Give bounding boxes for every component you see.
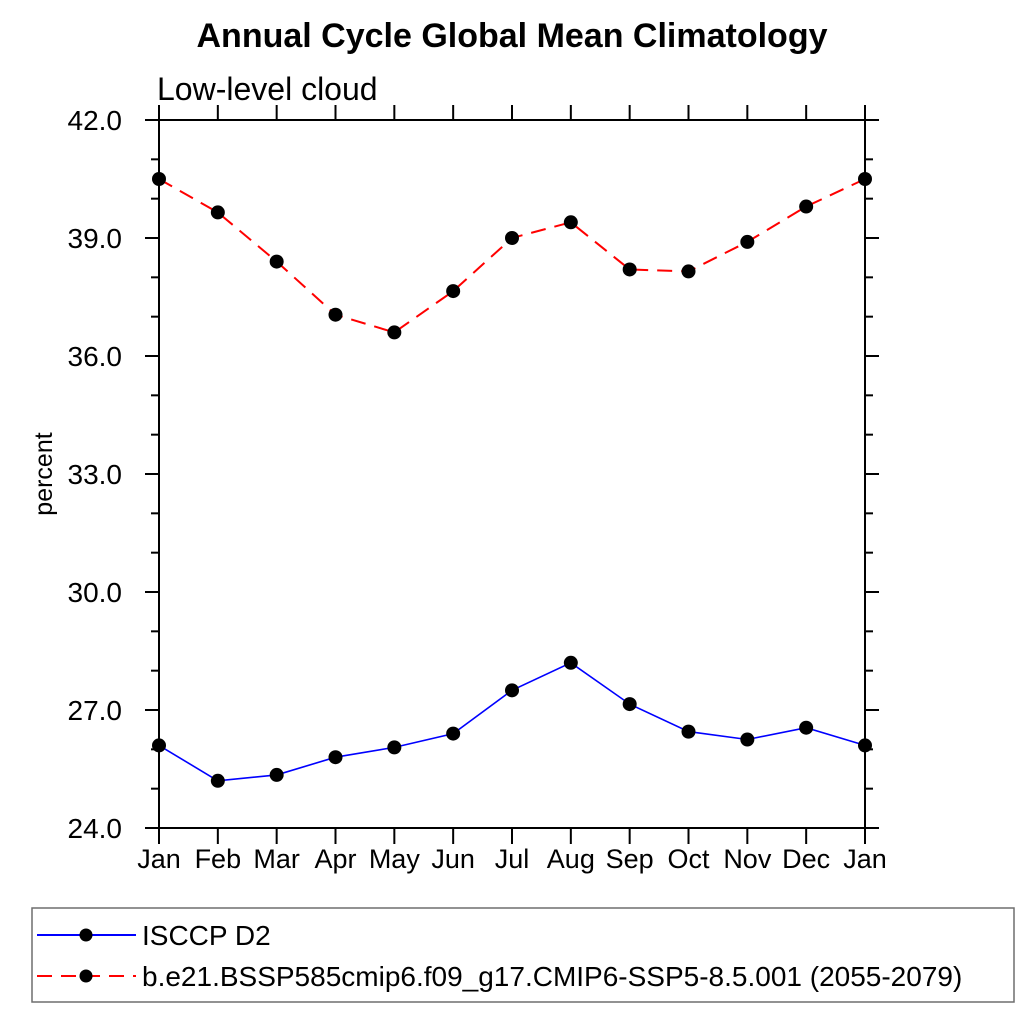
data-point-marker [328, 750, 343, 765]
legend-label: ISCCP D2 [142, 920, 271, 951]
y-tick-label: 39.0 [68, 223, 123, 254]
legend-box [31, 907, 1015, 1003]
x-tick-label: Jan [137, 844, 181, 874]
y-tick-label: 33.0 [68, 459, 123, 490]
x-tick-label: May [369, 844, 421, 874]
data-point-marker [740, 732, 755, 747]
chart-subtitle: Low-level cloud [157, 71, 378, 107]
legend-marker [79, 928, 93, 942]
series-line-isccp-d2 [158, 661, 866, 782]
axis-tick-labels: Jan Feb Mar Apr May Jun Jul Aug Sep Oct Nov Dec Jan 2… [68, 105, 887, 874]
data-point-marker [505, 683, 519, 698]
y-axis-title: percent [30, 432, 58, 515]
data-series [152, 172, 872, 788]
y-tick-label: 42.0 [68, 105, 123, 136]
x-tick-label: Jun [431, 844, 475, 874]
x-tick-label: Mar [253, 844, 300, 874]
data-point-marker [387, 740, 402, 755]
legend-label: b.e21.BSSP585cmip6.f09_g17.CMIP6-SSP5-8.… [142, 961, 962, 992]
y-tick-label: 27.0 [68, 695, 123, 726]
data-point-marker [210, 773, 225, 788]
data-point-marker [563, 655, 578, 670]
legend-marker [79, 969, 93, 983]
x-tick-label: Apr [314, 844, 356, 874]
data-point-marker [269, 254, 284, 269]
data-point-marker [622, 262, 637, 277]
x-tick-label: Jul [495, 844, 530, 874]
x-tick-label: Aug [547, 844, 595, 874]
data-point-marker [152, 172, 166, 186]
x-tick-label: Dec [782, 844, 830, 874]
data-point-marker [328, 307, 343, 322]
data-point-marker [152, 738, 166, 753]
data-point-marker [681, 724, 696, 739]
y-tick-label: 36.0 [68, 341, 123, 372]
data-point-marker [799, 720, 814, 735]
y-tick-label: 30.0 [68, 577, 123, 608]
data-point-marker [269, 767, 284, 782]
series-line-cmip6-model [158, 178, 866, 334]
data-point-marker [681, 264, 696, 279]
chart-title: Annual Cycle Global Mean Climatology [197, 17, 828, 55]
x-tick-label: Oct [667, 844, 710, 874]
x-tick-label: Nov [723, 844, 772, 874]
data-point-marker [858, 172, 872, 186]
data-point-marker [210, 205, 225, 220]
data-point-marker [799, 199, 814, 214]
x-tick-label: Jan [843, 844, 887, 874]
y-tick-label: 24.0 [68, 813, 123, 844]
data-point-marker [505, 231, 519, 245]
data-point-marker [446, 284, 461, 299]
x-tick-label: Sep [606, 844, 654, 874]
data-point-marker [387, 325, 402, 340]
data-point-marker [563, 215, 578, 230]
data-point-marker [858, 738, 872, 753]
legend: ISCCP D2 b.e21.BSSP585cmip6.f09_g17.CMIP6… [31, 907, 1015, 1003]
data-point-marker [446, 726, 461, 741]
axis-ticks [145, 105, 879, 844]
plot-frame [158, 119, 866, 829]
data-point-marker [740, 234, 755, 249]
x-tick-label: Feb [195, 844, 242, 874]
data-point-marker [622, 697, 637, 712]
plot-border [158, 119, 866, 829]
